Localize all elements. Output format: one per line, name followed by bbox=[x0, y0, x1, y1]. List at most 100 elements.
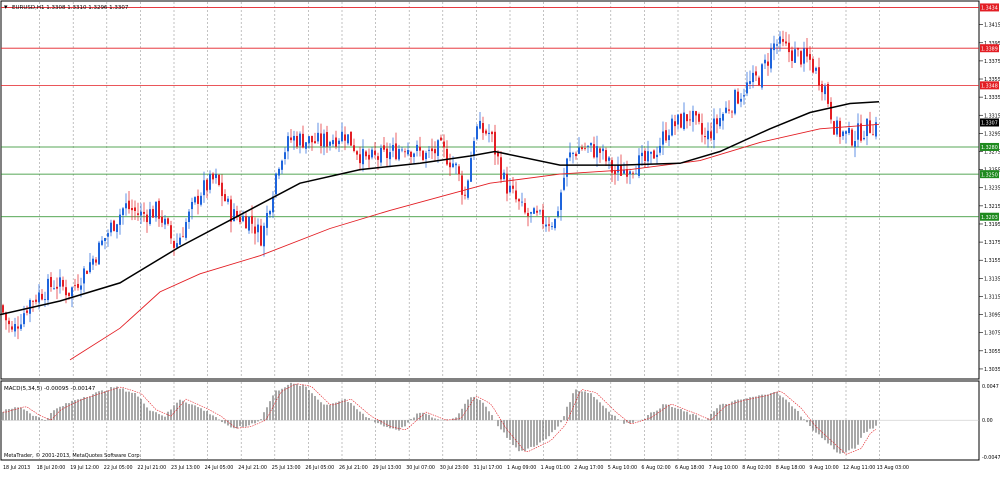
candle-body bbox=[728, 109, 730, 111]
candle-body bbox=[710, 131, 712, 139]
candle-body bbox=[158, 200, 160, 219]
candle-body bbox=[542, 209, 544, 224]
candle-body bbox=[500, 157, 502, 180]
candle-body bbox=[659, 145, 661, 153]
candle-body bbox=[206, 179, 208, 191]
price-tick-label: 1.3395 bbox=[984, 41, 1000, 47]
candle-body bbox=[389, 152, 391, 160]
candle-body bbox=[293, 135, 295, 141]
candle-body bbox=[797, 47, 799, 50]
candle-body bbox=[86, 270, 88, 274]
candle-body bbox=[857, 123, 859, 140]
candle-body bbox=[404, 151, 406, 153]
time-label: 25 Jul 13:00 bbox=[272, 465, 301, 471]
candle-body bbox=[287, 136, 289, 152]
candle-body bbox=[35, 299, 37, 302]
candle-body bbox=[194, 197, 196, 203]
candle-body bbox=[143, 211, 145, 214]
candle-body bbox=[749, 81, 751, 84]
candle-body bbox=[320, 133, 322, 147]
candle-body bbox=[410, 151, 412, 157]
candle-body bbox=[47, 278, 49, 301]
candle-body bbox=[233, 209, 235, 222]
candle-body bbox=[572, 152, 574, 154]
time-label: 5 Aug 10:00 bbox=[608, 465, 637, 471]
candle-body bbox=[305, 142, 307, 149]
candle-body bbox=[641, 152, 643, 157]
time-label: 19 Jul 12:00 bbox=[70, 465, 99, 471]
level-price-label: 1.3434 bbox=[981, 6, 998, 12]
candle-body bbox=[71, 287, 73, 297]
candle-body bbox=[578, 147, 580, 154]
macd-tick-label: -0.00478 bbox=[982, 455, 1000, 461]
candle-body bbox=[560, 192, 562, 210]
candle-body bbox=[152, 209, 154, 218]
candle-body bbox=[41, 293, 43, 300]
candle-body bbox=[527, 212, 529, 217]
chart-menu-icon[interactable]: ▾ bbox=[4, 3, 8, 11]
candle-body bbox=[434, 149, 436, 154]
candle-body bbox=[566, 158, 568, 177]
time-label: 8 Aug 02:00 bbox=[742, 465, 771, 471]
level-price-tag bbox=[980, 170, 999, 179]
candle-body bbox=[548, 224, 550, 226]
time-label: 7 Aug 10:00 bbox=[709, 465, 738, 471]
candle-body bbox=[764, 59, 766, 64]
candle-body bbox=[263, 225, 265, 247]
candle-body bbox=[782, 39, 784, 42]
candle-body bbox=[644, 150, 646, 161]
candle-body bbox=[605, 150, 607, 162]
candle-body bbox=[266, 213, 268, 228]
candle-body bbox=[668, 135, 670, 141]
candle-body bbox=[653, 150, 655, 159]
candle-body bbox=[626, 169, 628, 177]
candle-body bbox=[638, 155, 640, 176]
main-plot-frame bbox=[0, 0, 980, 380]
candle-body bbox=[281, 160, 283, 170]
candle-body bbox=[719, 117, 721, 127]
time-label: 22 Jul 05:00 bbox=[104, 465, 133, 471]
time-label: 31 Jul 17:00 bbox=[473, 465, 502, 471]
candle-body bbox=[290, 137, 292, 141]
candle-body bbox=[11, 326, 13, 330]
candle-body bbox=[182, 236, 184, 238]
candle-body bbox=[614, 170, 616, 175]
candle-body bbox=[272, 196, 274, 213]
candle-body bbox=[17, 326, 19, 329]
time-label: 6 Aug 18:00 bbox=[675, 465, 704, 471]
candle-body bbox=[509, 185, 511, 193]
candle-body bbox=[212, 173, 214, 180]
candle-body bbox=[431, 148, 433, 152]
price-tick-label: 1.3035 bbox=[984, 367, 1000, 373]
candle-body bbox=[593, 144, 595, 158]
level-price-label: 1.3348 bbox=[981, 84, 998, 90]
time-label: 23 Jul 13:00 bbox=[171, 465, 200, 471]
candle-body bbox=[677, 114, 679, 125]
candle-body bbox=[869, 120, 871, 133]
candle-body bbox=[779, 36, 781, 44]
candle-body bbox=[170, 225, 172, 239]
candle-body bbox=[581, 147, 583, 150]
candle-body bbox=[5, 312, 7, 321]
candle-body bbox=[557, 211, 559, 217]
candle-body bbox=[227, 198, 229, 202]
candle-body bbox=[698, 114, 700, 122]
candle-body bbox=[395, 143, 397, 160]
candle-body bbox=[218, 174, 220, 186]
candle-body bbox=[692, 110, 694, 122]
candle-body bbox=[113, 220, 115, 231]
candle-body bbox=[701, 123, 703, 135]
level-price-label: 1.3280 bbox=[981, 145, 998, 151]
candle-body bbox=[602, 148, 604, 152]
candle-body bbox=[755, 71, 757, 76]
candle-body bbox=[443, 141, 445, 148]
time-label: 22 Jul 21:00 bbox=[137, 465, 166, 471]
candle-body bbox=[98, 242, 100, 265]
price-tick-label: 1.3215 bbox=[984, 204, 1000, 210]
candle-body bbox=[518, 199, 520, 202]
candle-body bbox=[827, 83, 829, 104]
candle-body bbox=[236, 211, 238, 217]
candle-body bbox=[2, 305, 4, 313]
candle-body bbox=[494, 131, 496, 155]
candle-body bbox=[449, 162, 451, 168]
